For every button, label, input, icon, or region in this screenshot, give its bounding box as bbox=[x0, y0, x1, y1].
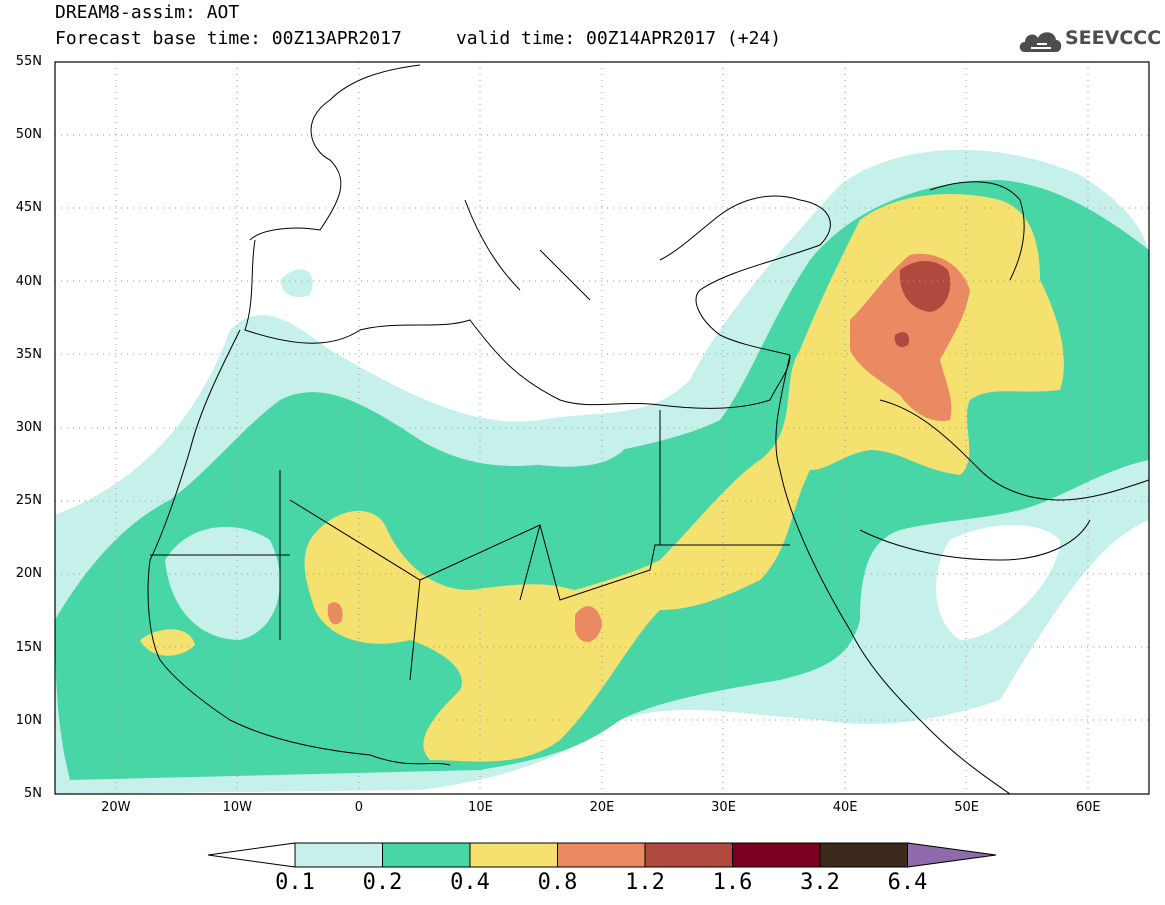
colorbar-segment bbox=[819, 842, 908, 868]
lat-tick-label: 30N bbox=[15, 420, 42, 435]
colorbar-tick-label: 0.8 bbox=[537, 870, 578, 895]
lon-tick-label: 0 bbox=[354, 800, 364, 815]
colorbar-segment bbox=[732, 842, 821, 868]
logo-text: SEEVCCC bbox=[1065, 27, 1162, 49]
lat-tick-label: 10N bbox=[15, 712, 42, 728]
colorbar-tick-label: 1.2 bbox=[625, 870, 665, 895]
colorbar-tick-label: 1.6 bbox=[712, 870, 753, 895]
forecast-time-subtitle: Forecast base time: 00Z13APR2017 valid t… bbox=[55, 28, 782, 49]
colorbar-segment bbox=[644, 842, 733, 868]
lon-tick-label: 10W bbox=[222, 800, 253, 815]
colorbar-min-arrow bbox=[207, 842, 296, 868]
colorbar-tick-label: 0.2 bbox=[362, 870, 403, 895]
plot-frame bbox=[54, 61, 1150, 795]
aot-contours bbox=[55, 149, 1149, 794]
lon-tick-label: 50E bbox=[954, 800, 980, 815]
lon-tick-label: 40E bbox=[832, 800, 858, 815]
map-title: DREAM8-assim: AOT bbox=[55, 2, 240, 23]
lon-tick-label: 30E bbox=[711, 800, 736, 815]
colorbar-tick-label: 0.1 bbox=[275, 870, 315, 895]
lat-tick-label: 35N bbox=[15, 346, 42, 362]
cloud-icon bbox=[1019, 32, 1062, 52]
colorbar-tick-label: 3.2 bbox=[800, 870, 840, 895]
colorbar-tick-label: 0.4 bbox=[450, 870, 490, 895]
lon-tick-label: 20E bbox=[589, 800, 615, 815]
colorbar-max-arrow bbox=[907, 842, 997, 868]
colorbar-segment bbox=[469, 842, 558, 868]
lat-tick-label: 5N bbox=[24, 786, 42, 801]
lat-tick-label: 15N bbox=[15, 639, 42, 655]
lat-tick-label: 25N bbox=[15, 493, 42, 509]
lon-tick-label: 20W bbox=[101, 800, 131, 815]
lon-tick-label: 60E bbox=[1075, 800, 1101, 815]
lat-tick-label: 55N bbox=[15, 54, 42, 69]
lat-tick-label: 45N bbox=[15, 200, 42, 216]
colorbar-segment bbox=[294, 842, 383, 868]
map-gridlines bbox=[55, 62, 1149, 794]
lon-tick-label: 10E bbox=[468, 800, 493, 815]
colorbar bbox=[207, 842, 997, 868]
colorbar-tick-label: 6.4 bbox=[887, 870, 928, 895]
colorbar-segment bbox=[382, 842, 471, 868]
seevccc-logo: SEEVCCC bbox=[1017, 24, 1161, 56]
lat-tick-label: 20N bbox=[15, 566, 42, 582]
colorbar-segment bbox=[557, 842, 646, 868]
lat-tick-label: 40N bbox=[15, 273, 42, 289]
lat-tick-label: 50N bbox=[15, 127, 42, 143]
coastlines bbox=[147, 64, 1149, 794]
aot-band-1.2 bbox=[894, 261, 951, 347]
